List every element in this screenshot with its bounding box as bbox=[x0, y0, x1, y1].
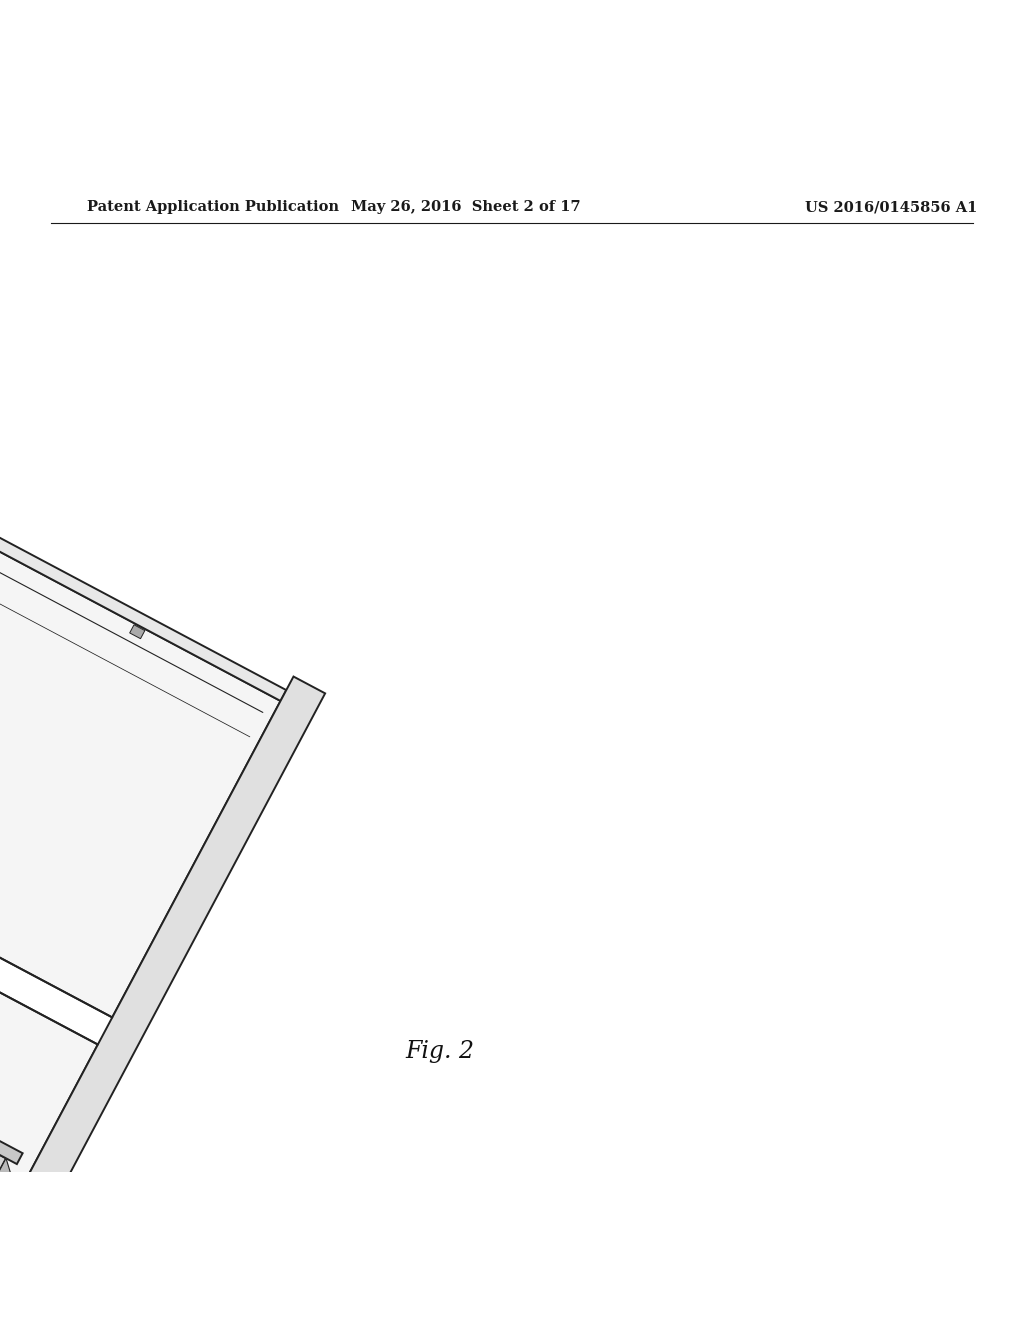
Text: US 2016/0145856 A1: US 2016/0145856 A1 bbox=[805, 201, 977, 214]
Polygon shape bbox=[0, 692, 314, 1320]
Text: Patent Application Publication: Patent Application Publication bbox=[87, 201, 339, 214]
Polygon shape bbox=[0, 370, 281, 1018]
Polygon shape bbox=[0, 677, 326, 1320]
Polygon shape bbox=[0, 1138, 6, 1210]
Polygon shape bbox=[0, 359, 287, 701]
Polygon shape bbox=[130, 624, 144, 639]
Polygon shape bbox=[0, 713, 98, 1320]
Text: Fig. 2: Fig. 2 bbox=[406, 1040, 475, 1063]
Polygon shape bbox=[0, 1159, 10, 1225]
Text: May 26, 2016  Sheet 2 of 17: May 26, 2016 Sheet 2 of 17 bbox=[351, 201, 581, 214]
Polygon shape bbox=[0, 1122, 23, 1164]
